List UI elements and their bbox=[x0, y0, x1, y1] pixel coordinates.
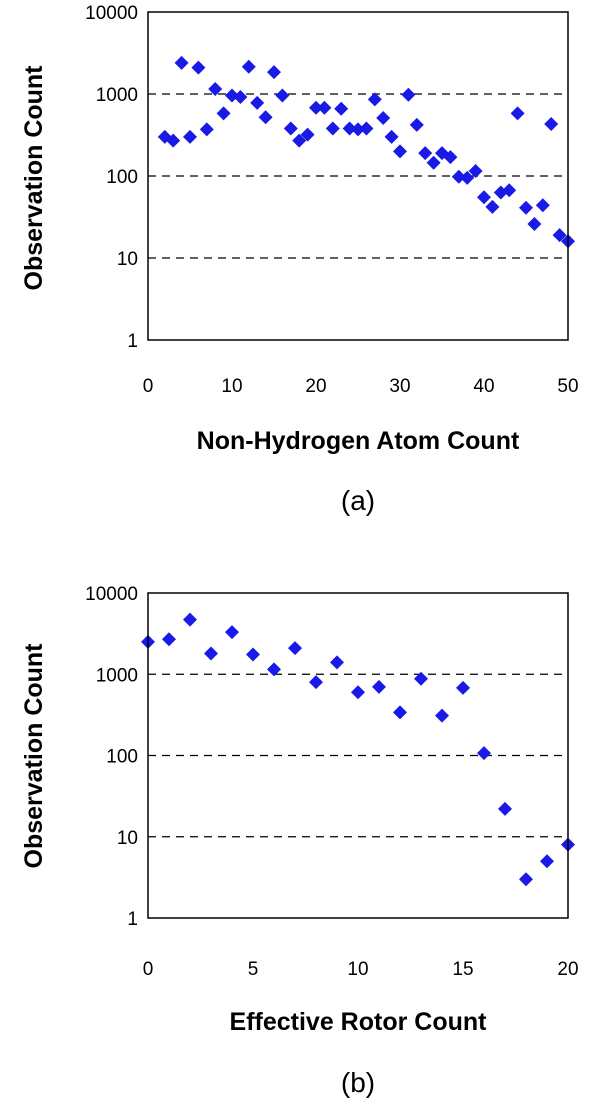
data-point bbox=[435, 709, 449, 723]
y-tick-label: 10 bbox=[117, 828, 138, 849]
x-tick-labels-a: 0 10 20 30 40 50 bbox=[143, 376, 579, 397]
y-tick-label: 10 bbox=[117, 249, 138, 270]
x-tick-labels-b: 0 5 10 15 20 bbox=[143, 959, 579, 980]
data-point bbox=[540, 854, 554, 868]
y-tick-labels-a: 1 10 100 1000 10000 bbox=[85, 3, 138, 352]
data-point bbox=[225, 625, 239, 639]
x-tick-label: 15 bbox=[452, 959, 473, 980]
data-point bbox=[485, 200, 499, 214]
data-points-a bbox=[158, 56, 575, 248]
data-point bbox=[284, 121, 298, 135]
y-tick-label: 1 bbox=[127, 909, 138, 930]
y-tick-label: 1 bbox=[127, 331, 138, 352]
data-point bbox=[456, 681, 470, 695]
data-point bbox=[519, 201, 533, 215]
data-point bbox=[183, 613, 197, 627]
data-point bbox=[385, 130, 399, 144]
y-tick-label: 100 bbox=[106, 167, 138, 188]
y-tick-label: 1000 bbox=[96, 85, 138, 106]
x-tick-label: 20 bbox=[557, 959, 578, 980]
y-axis-title-a: Observation Count bbox=[20, 65, 48, 291]
chart-panel-b: 0 5 10 15 20 1 10 100 1000 10000 Effective Rotor… bbox=[20, 584, 579, 1098]
x-tick-label: 10 bbox=[347, 959, 368, 980]
data-point bbox=[204, 647, 218, 661]
panel-label-a: (a) bbox=[341, 485, 375, 516]
data-point bbox=[477, 746, 491, 760]
data-points-b bbox=[141, 613, 575, 887]
data-point bbox=[418, 146, 432, 160]
x-tick-label: 20 bbox=[305, 376, 326, 397]
data-point bbox=[544, 117, 558, 131]
data-point bbox=[162, 632, 176, 646]
data-point bbox=[242, 60, 256, 74]
data-point bbox=[288, 641, 302, 655]
y-axis-title-b: Observation Count bbox=[20, 643, 48, 869]
data-point bbox=[477, 190, 491, 204]
data-point bbox=[351, 685, 365, 699]
y-tick-label: 100 bbox=[106, 747, 138, 768]
data-point bbox=[326, 121, 340, 135]
data-point bbox=[519, 872, 533, 886]
x-tick-label: 0 bbox=[143, 959, 154, 980]
y-tick-labels-b: 1 10 100 1000 10000 bbox=[85, 584, 138, 930]
y-tick-label: 1000 bbox=[96, 665, 138, 686]
x-tick-label: 0 bbox=[143, 376, 154, 397]
x-tick-label: 50 bbox=[557, 376, 578, 397]
data-point bbox=[359, 121, 373, 135]
data-point bbox=[175, 56, 189, 70]
data-point bbox=[191, 61, 205, 75]
data-point bbox=[330, 655, 344, 669]
data-point bbox=[393, 144, 407, 158]
grid-lines-a bbox=[148, 94, 568, 258]
x-tick-label: 40 bbox=[473, 376, 494, 397]
data-point bbox=[246, 648, 260, 662]
data-point bbox=[527, 217, 541, 231]
x-tick-label: 30 bbox=[389, 376, 410, 397]
data-point bbox=[410, 118, 424, 132]
data-point bbox=[372, 680, 386, 694]
x-tick-label: 10 bbox=[221, 376, 242, 397]
y-tick-label: 10000 bbox=[85, 3, 138, 24]
data-point bbox=[250, 96, 264, 110]
data-point bbox=[309, 675, 323, 689]
chart-panel-a: 0 10 20 30 40 50 1 10 100 1000 10000 Non-Hydrogen… bbox=[20, 3, 579, 516]
data-point bbox=[376, 111, 390, 125]
data-point bbox=[317, 101, 331, 115]
data-point bbox=[267, 65, 281, 79]
data-point bbox=[401, 88, 415, 102]
data-point bbox=[498, 802, 512, 816]
panel-label-b: (b) bbox=[341, 1067, 375, 1098]
data-point bbox=[427, 156, 441, 170]
x-axis-title-a: Non-Hydrogen Atom Count bbox=[197, 427, 520, 455]
data-point bbox=[259, 110, 273, 124]
data-point bbox=[334, 102, 348, 116]
data-point bbox=[200, 122, 214, 136]
data-point bbox=[275, 88, 289, 102]
data-point bbox=[217, 106, 231, 120]
data-point bbox=[183, 130, 197, 144]
data-point bbox=[536, 198, 550, 212]
data-point bbox=[393, 705, 407, 719]
x-tick-label: 5 bbox=[248, 959, 259, 980]
data-point bbox=[511, 106, 525, 120]
y-tick-label: 10000 bbox=[85, 584, 138, 605]
x-axis-title-b: Effective Rotor Count bbox=[230, 1008, 488, 1036]
